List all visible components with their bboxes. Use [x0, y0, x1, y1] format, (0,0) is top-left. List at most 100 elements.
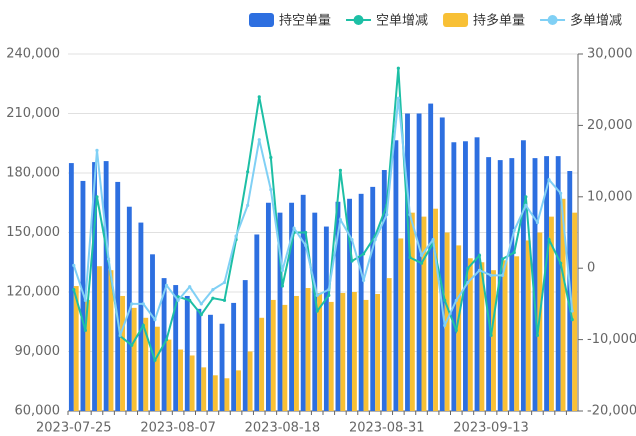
x-tick-label: 2023-07-25: [36, 421, 112, 436]
y-tick-label: 120,000: [6, 285, 60, 300]
point: [396, 96, 400, 100]
point: [547, 238, 551, 242]
legend-swatch: [547, 15, 558, 25]
line: [72, 98, 574, 336]
point: [477, 253, 482, 257]
bar: [184, 295, 190, 411]
bar: [347, 198, 352, 411]
bar: [532, 158, 538, 411]
point: [130, 302, 134, 306]
point: [396, 66, 400, 70]
bar: [386, 278, 392, 411]
y-tick-label: 240,000: [6, 47, 60, 62]
x-tick-label: 2023-08-07: [140, 421, 216, 436]
bar: [409, 212, 415, 411]
bar: [456, 245, 462, 411]
point: [373, 238, 377, 242]
point: [176, 295, 180, 299]
point: [292, 226, 296, 230]
point: [431, 238, 435, 242]
bar: [451, 142, 457, 411]
point: [83, 298, 87, 302]
point: [72, 288, 76, 292]
bar: [92, 162, 97, 411]
bar: [212, 375, 218, 411]
y2-tick-label: 20,000: [587, 118, 633, 133]
legend-swatch: [249, 13, 274, 27]
bar: [467, 258, 473, 411]
point: [385, 213, 389, 217]
bar: [282, 304, 288, 411]
bar: [560, 198, 566, 411]
point: [419, 253, 424, 257]
bar: [328, 301, 334, 411]
bar: [486, 157, 492, 411]
point: [280, 284, 285, 288]
bar: [103, 161, 109, 411]
y2-tick-label: -20,000: [587, 404, 636, 419]
point: [118, 333, 122, 337]
bar: [219, 323, 225, 411]
point: [361, 252, 366, 256]
bar: [68, 163, 74, 411]
legend-label: 多单增减: [570, 13, 622, 29]
bar: [73, 286, 79, 411]
bar: [231, 302, 237, 411]
bar: [289, 202, 295, 411]
bar: [108, 270, 114, 411]
point: [408, 255, 412, 260]
bar: [143, 317, 149, 411]
bar: [305, 288, 311, 411]
bar: [351, 292, 357, 411]
bar: [393, 140, 399, 411]
bar: [115, 181, 121, 411]
bar: [189, 355, 195, 411]
point: [419, 261, 424, 265]
point: [547, 178, 551, 182]
bar: [85, 299, 91, 411]
point: [234, 234, 238, 238]
bar: [178, 349, 183, 411]
point: [443, 323, 447, 327]
point: [454, 298, 458, 302]
point: [153, 358, 157, 362]
bar: [208, 314, 213, 411]
bar: [173, 285, 179, 411]
bar: [340, 292, 346, 411]
bar: [549, 216, 554, 411]
point: [327, 293, 331, 297]
bar: [497, 160, 503, 411]
bar: [224, 378, 230, 411]
point: [408, 213, 412, 217]
bar: [154, 326, 160, 411]
bar: [491, 270, 496, 411]
x-tick-label: 2023-08-31: [349, 421, 425, 436]
bar: [138, 222, 144, 411]
point: [188, 298, 192, 302]
point: [466, 280, 470, 285]
bar: [555, 156, 561, 411]
point: [466, 266, 470, 270]
bar: [265, 202, 271, 411]
point: [269, 155, 273, 160]
y2-tick-label: 30,000: [587, 47, 633, 62]
bar: [381, 170, 387, 411]
point: [280, 268, 285, 272]
bar: [150, 254, 155, 411]
point: [350, 259, 354, 263]
point: [501, 273, 505, 277]
point: [269, 188, 273, 192]
point: [535, 333, 540, 337]
y-tick-label: 60,000: [15, 404, 61, 419]
point: [338, 168, 342, 172]
point: [443, 298, 447, 302]
x-tick-label: 2023-09-13: [453, 421, 529, 436]
y-tick-label: 180,000: [6, 166, 60, 181]
bar: [96, 266, 102, 411]
point: [327, 288, 331, 292]
point: [524, 195, 528, 199]
bar: [509, 158, 515, 411]
legend-swatch: [443, 13, 469, 27]
point: [95, 148, 99, 152]
bar: [270, 299, 276, 411]
